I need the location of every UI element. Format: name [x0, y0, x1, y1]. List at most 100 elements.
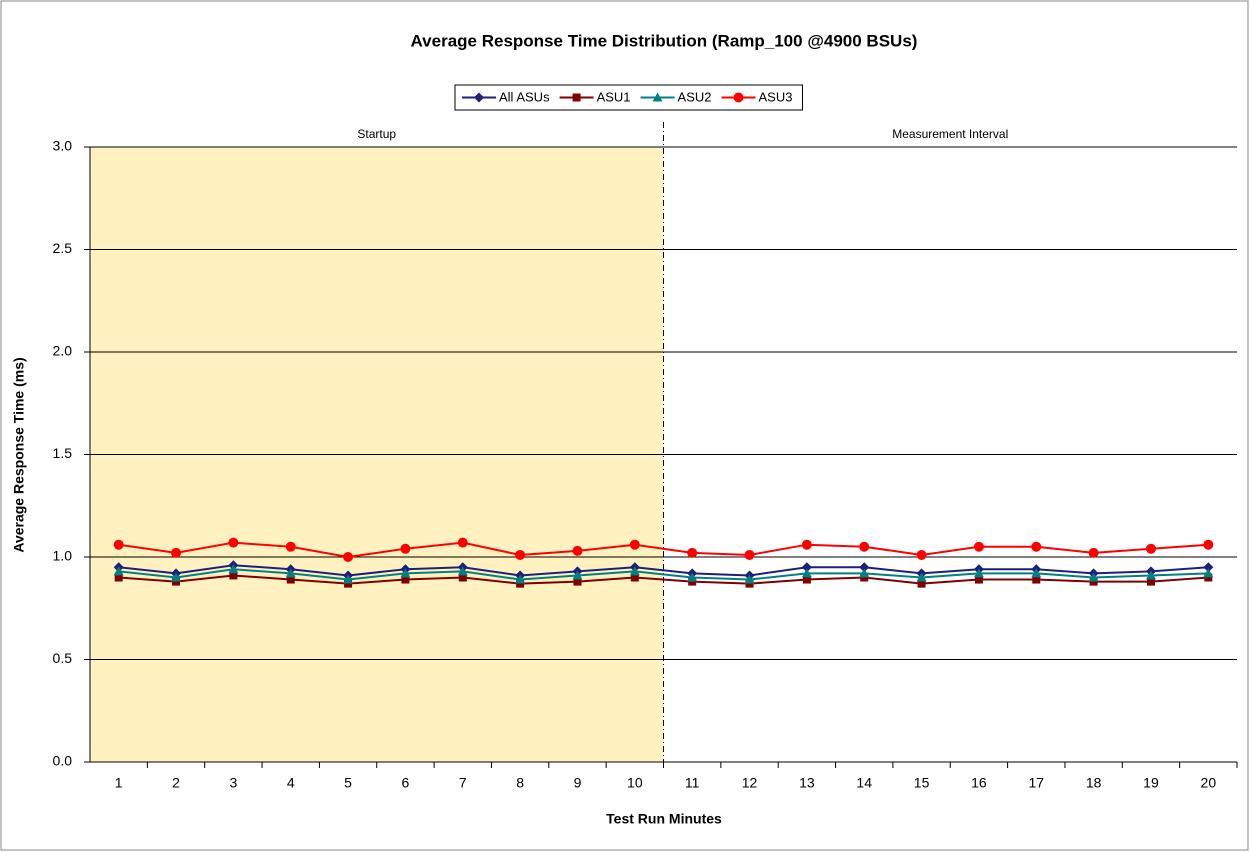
marker: [401, 575, 410, 584]
x-tick-label: 17: [1028, 775, 1044, 791]
x-tick-label: 1: [115, 775, 123, 791]
x-tick-label: 10: [627, 775, 643, 791]
x-tick-label: 18: [1086, 775, 1102, 791]
marker: [113, 566, 124, 576]
x-tick-label: 20: [1201, 775, 1217, 791]
marker: [801, 562, 812, 573]
x-tick-label: 8: [516, 775, 524, 791]
marker: [973, 541, 984, 552]
marker: [286, 575, 295, 584]
marker: [113, 539, 124, 550]
marker: [343, 552, 354, 562]
marker: [801, 568, 812, 578]
marker: [515, 549, 526, 560]
marker: [285, 541, 296, 552]
marker: [400, 568, 411, 578]
marker: [1088, 547, 1099, 558]
y-tick-label: 0.5: [53, 650, 73, 666]
x-tick-label: 9: [574, 775, 582, 791]
marker: [1146, 577, 1155, 586]
marker: [629, 539, 640, 550]
marker: [687, 572, 698, 582]
marker: [1145, 543, 1156, 554]
marker: [630, 573, 639, 582]
marker: [860, 573, 869, 582]
x-tick-label: 11: [685, 775, 700, 791]
marker: [457, 537, 468, 548]
x-tick-label: 5: [344, 775, 352, 791]
marker: [1203, 562, 1214, 573]
x-tick-label: 19: [1143, 775, 1159, 791]
chart-title: Average Response Time Distribution (Ramp…: [411, 31, 918, 50]
y-tick-label: 2.5: [53, 240, 73, 256]
marker: [1032, 575, 1041, 584]
marker: [859, 541, 870, 552]
marker: [572, 570, 583, 580]
marker: [474, 92, 484, 103]
marker: [916, 572, 927, 582]
marker: [859, 562, 870, 573]
marker: [229, 571, 238, 580]
x-tick-label: 6: [402, 775, 410, 791]
legend-label: ASU3: [759, 89, 793, 104]
series-line: [118, 541, 1209, 559]
marker: [344, 579, 353, 588]
marker: [458, 573, 467, 582]
region-label: Startup: [357, 127, 396, 141]
region-label: Measurement Interval: [892, 127, 1008, 141]
marker: [1031, 568, 1042, 578]
y-tick-label: 1.0: [53, 548, 73, 564]
legend-label: ASU2: [678, 89, 712, 104]
marker: [1204, 573, 1213, 582]
marker: [400, 543, 411, 554]
legend-label: ASU1: [597, 89, 631, 104]
marker: [516, 579, 525, 588]
marker: [859, 568, 870, 578]
marker: [974, 575, 983, 584]
marker: [285, 568, 296, 578]
y-tick-label: 1.5: [53, 445, 73, 461]
marker: [1203, 568, 1214, 578]
marker: [572, 93, 581, 102]
marker: [917, 579, 926, 588]
series-line: [118, 574, 1209, 585]
marker: [973, 568, 984, 578]
marker: [171, 547, 182, 558]
marker: [1145, 570, 1156, 580]
marker: [343, 574, 354, 584]
marker: [1031, 541, 1042, 552]
marker: [1089, 577, 1098, 586]
series-line: [118, 568, 1209, 581]
y-axis-label: Average Response Time (ms): [11, 357, 27, 552]
x-tick-label: 3: [229, 775, 237, 791]
y-tick-label: 0.0: [53, 753, 73, 769]
x-tick-label: 14: [856, 775, 872, 791]
marker: [1088, 572, 1099, 582]
marker: [744, 574, 755, 584]
x-tick-label: 12: [742, 775, 758, 791]
marker: [745, 579, 754, 588]
marker: [573, 577, 582, 586]
x-axis-label: Test Run Minutes: [606, 811, 722, 827]
x-tick-label: 16: [971, 775, 987, 791]
marker: [687, 547, 698, 558]
marker: [515, 574, 526, 584]
marker: [172, 577, 181, 586]
x-tick-label: 7: [459, 775, 467, 791]
y-tick-label: 3.0: [53, 138, 73, 154]
x-tick-label: 13: [799, 775, 815, 791]
y-tick-label: 2.0: [53, 343, 73, 359]
marker: [629, 566, 640, 576]
x-tick-label: 15: [914, 775, 930, 791]
legend-label: All ASUs: [499, 89, 550, 104]
marker: [916, 549, 927, 560]
marker: [733, 92, 744, 103]
marker: [171, 572, 182, 582]
marker: [1203, 539, 1214, 550]
marker: [688, 577, 697, 586]
marker: [801, 539, 812, 550]
marker: [802, 575, 811, 584]
marker: [744, 549, 755, 560]
marker: [228, 564, 239, 574]
x-tick-label: 2: [172, 775, 180, 791]
